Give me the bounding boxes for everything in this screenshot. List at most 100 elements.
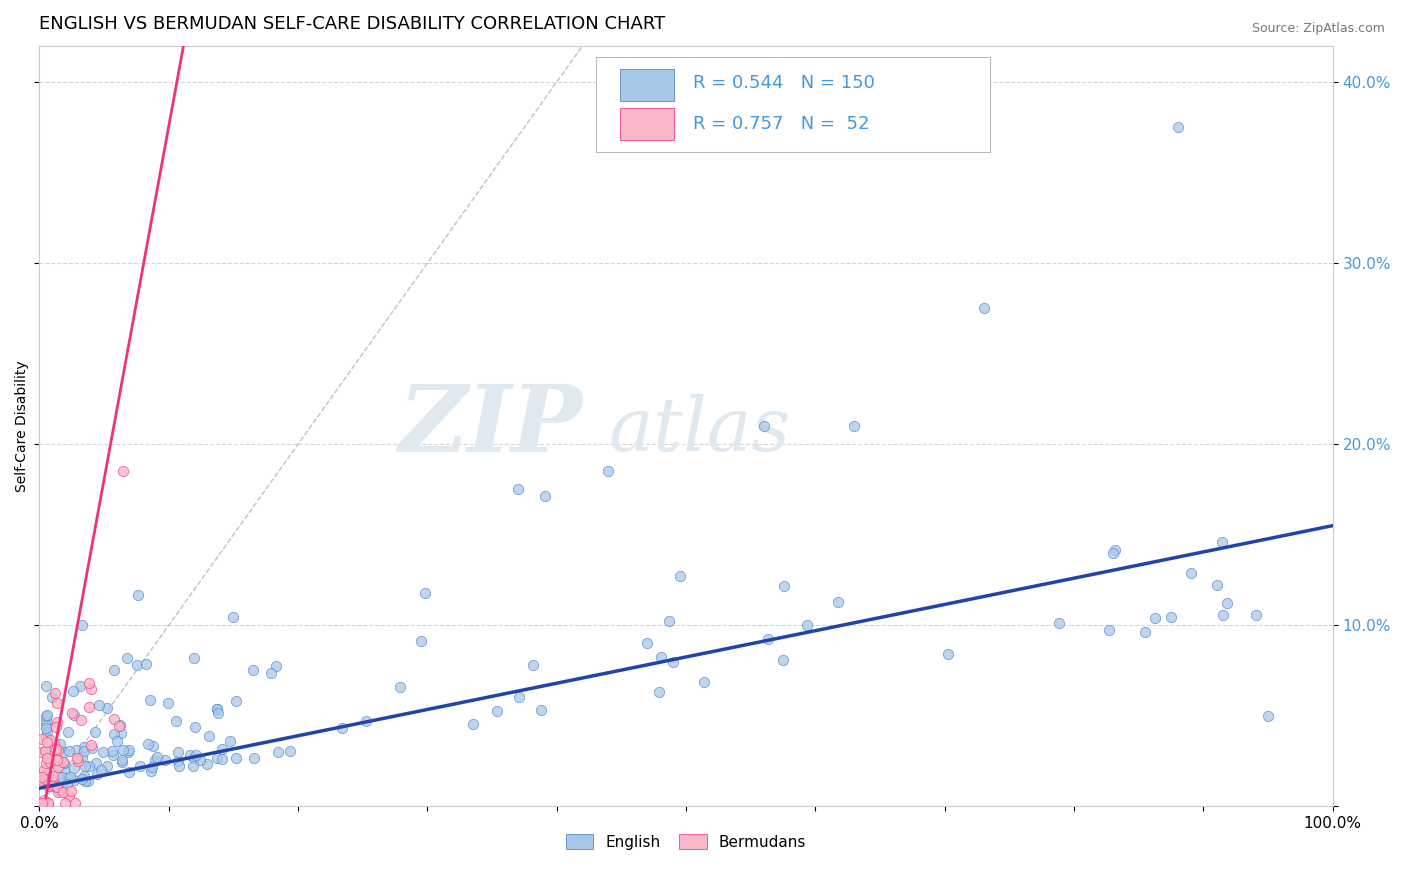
Point <box>260 666 283 681</box>
Point <box>66 755 89 769</box>
Text: atlas: atlas <box>609 393 790 466</box>
Point <box>127 658 149 673</box>
Point <box>413 586 436 600</box>
Point <box>207 702 229 716</box>
Point <box>56 771 79 785</box>
Point <box>1244 607 1267 622</box>
Point <box>534 490 557 504</box>
Point <box>110 756 132 770</box>
Point <box>73 744 96 758</box>
Point <box>32 793 55 807</box>
Point <box>44 719 66 733</box>
Point <box>142 739 165 754</box>
Text: ENGLISH VS BERMUDAN SELF-CARE DISABILITY CORRELATION CHART: ENGLISH VS BERMUDAN SELF-CARE DISABILITY… <box>39 15 665 33</box>
Point <box>35 709 58 723</box>
Point <box>75 759 97 773</box>
Point <box>242 664 264 678</box>
Point <box>772 653 794 667</box>
FancyBboxPatch shape <box>620 109 675 140</box>
Point <box>35 751 58 765</box>
Point <box>522 658 544 673</box>
Point <box>96 701 118 715</box>
Point <box>35 717 58 731</box>
Point <box>48 737 70 751</box>
Point <box>181 759 204 773</box>
Point <box>32 796 55 810</box>
Point <box>115 650 138 665</box>
Point <box>167 759 190 773</box>
Point <box>35 721 58 735</box>
Point <box>135 657 157 672</box>
Point <box>37 796 59 810</box>
Point <box>32 763 55 777</box>
Point <box>58 744 80 758</box>
Point <box>37 796 59 810</box>
Y-axis label: Self-Care Disability: Self-Care Disability <box>15 360 30 491</box>
Point <box>108 718 131 732</box>
Point <box>508 690 530 705</box>
Point <box>73 768 96 782</box>
Point <box>52 756 75 770</box>
Point <box>73 774 96 789</box>
Point <box>110 726 132 740</box>
Point <box>84 756 107 770</box>
Point <box>108 719 131 733</box>
Point <box>46 753 69 767</box>
Point <box>46 759 69 773</box>
Point <box>70 772 93 787</box>
Point <box>128 759 150 773</box>
Point <box>219 733 242 747</box>
Point <box>80 738 103 752</box>
Point <box>658 614 681 628</box>
Text: R = 0.544   N = 150: R = 0.544 N = 150 <box>693 74 875 92</box>
Point <box>58 789 80 803</box>
Point <box>243 751 266 765</box>
Point <box>65 743 87 757</box>
Point <box>69 713 91 727</box>
Point <box>165 714 187 728</box>
Point <box>211 752 233 766</box>
Point <box>773 579 796 593</box>
Point <box>1133 625 1156 640</box>
Point <box>53 796 76 810</box>
Point <box>73 740 96 755</box>
Point <box>59 770 82 784</box>
Point <box>598 464 620 478</box>
Point <box>752 419 775 434</box>
Point <box>62 683 84 698</box>
Point <box>77 699 100 714</box>
Point <box>37 748 59 763</box>
Point <box>112 464 135 478</box>
Point <box>183 651 205 665</box>
Point <box>100 744 122 758</box>
Point <box>167 754 190 768</box>
Point <box>796 618 818 632</box>
Text: ZIP: ZIP <box>398 381 582 471</box>
Point <box>60 706 83 721</box>
Text: R = 0.757   N =  52: R = 0.757 N = 52 <box>693 115 869 133</box>
Point <box>118 765 141 780</box>
Point <box>198 729 221 743</box>
Point <box>41 690 63 704</box>
Point <box>936 647 959 661</box>
Point <box>31 770 53 784</box>
Point <box>91 745 114 759</box>
Point <box>266 745 288 759</box>
Point <box>103 663 125 677</box>
Point <box>77 774 100 789</box>
Point <box>80 740 103 755</box>
Point <box>70 617 93 632</box>
Point <box>1160 610 1182 624</box>
Point <box>42 778 65 792</box>
Point <box>101 748 124 763</box>
Point <box>693 674 716 689</box>
Point <box>37 752 59 766</box>
Point <box>111 753 134 767</box>
Point <box>59 783 82 797</box>
Point <box>41 779 63 793</box>
Point <box>70 749 93 764</box>
Point <box>388 680 411 694</box>
Point <box>34 772 56 786</box>
Point <box>44 686 66 700</box>
Point <box>42 769 65 783</box>
